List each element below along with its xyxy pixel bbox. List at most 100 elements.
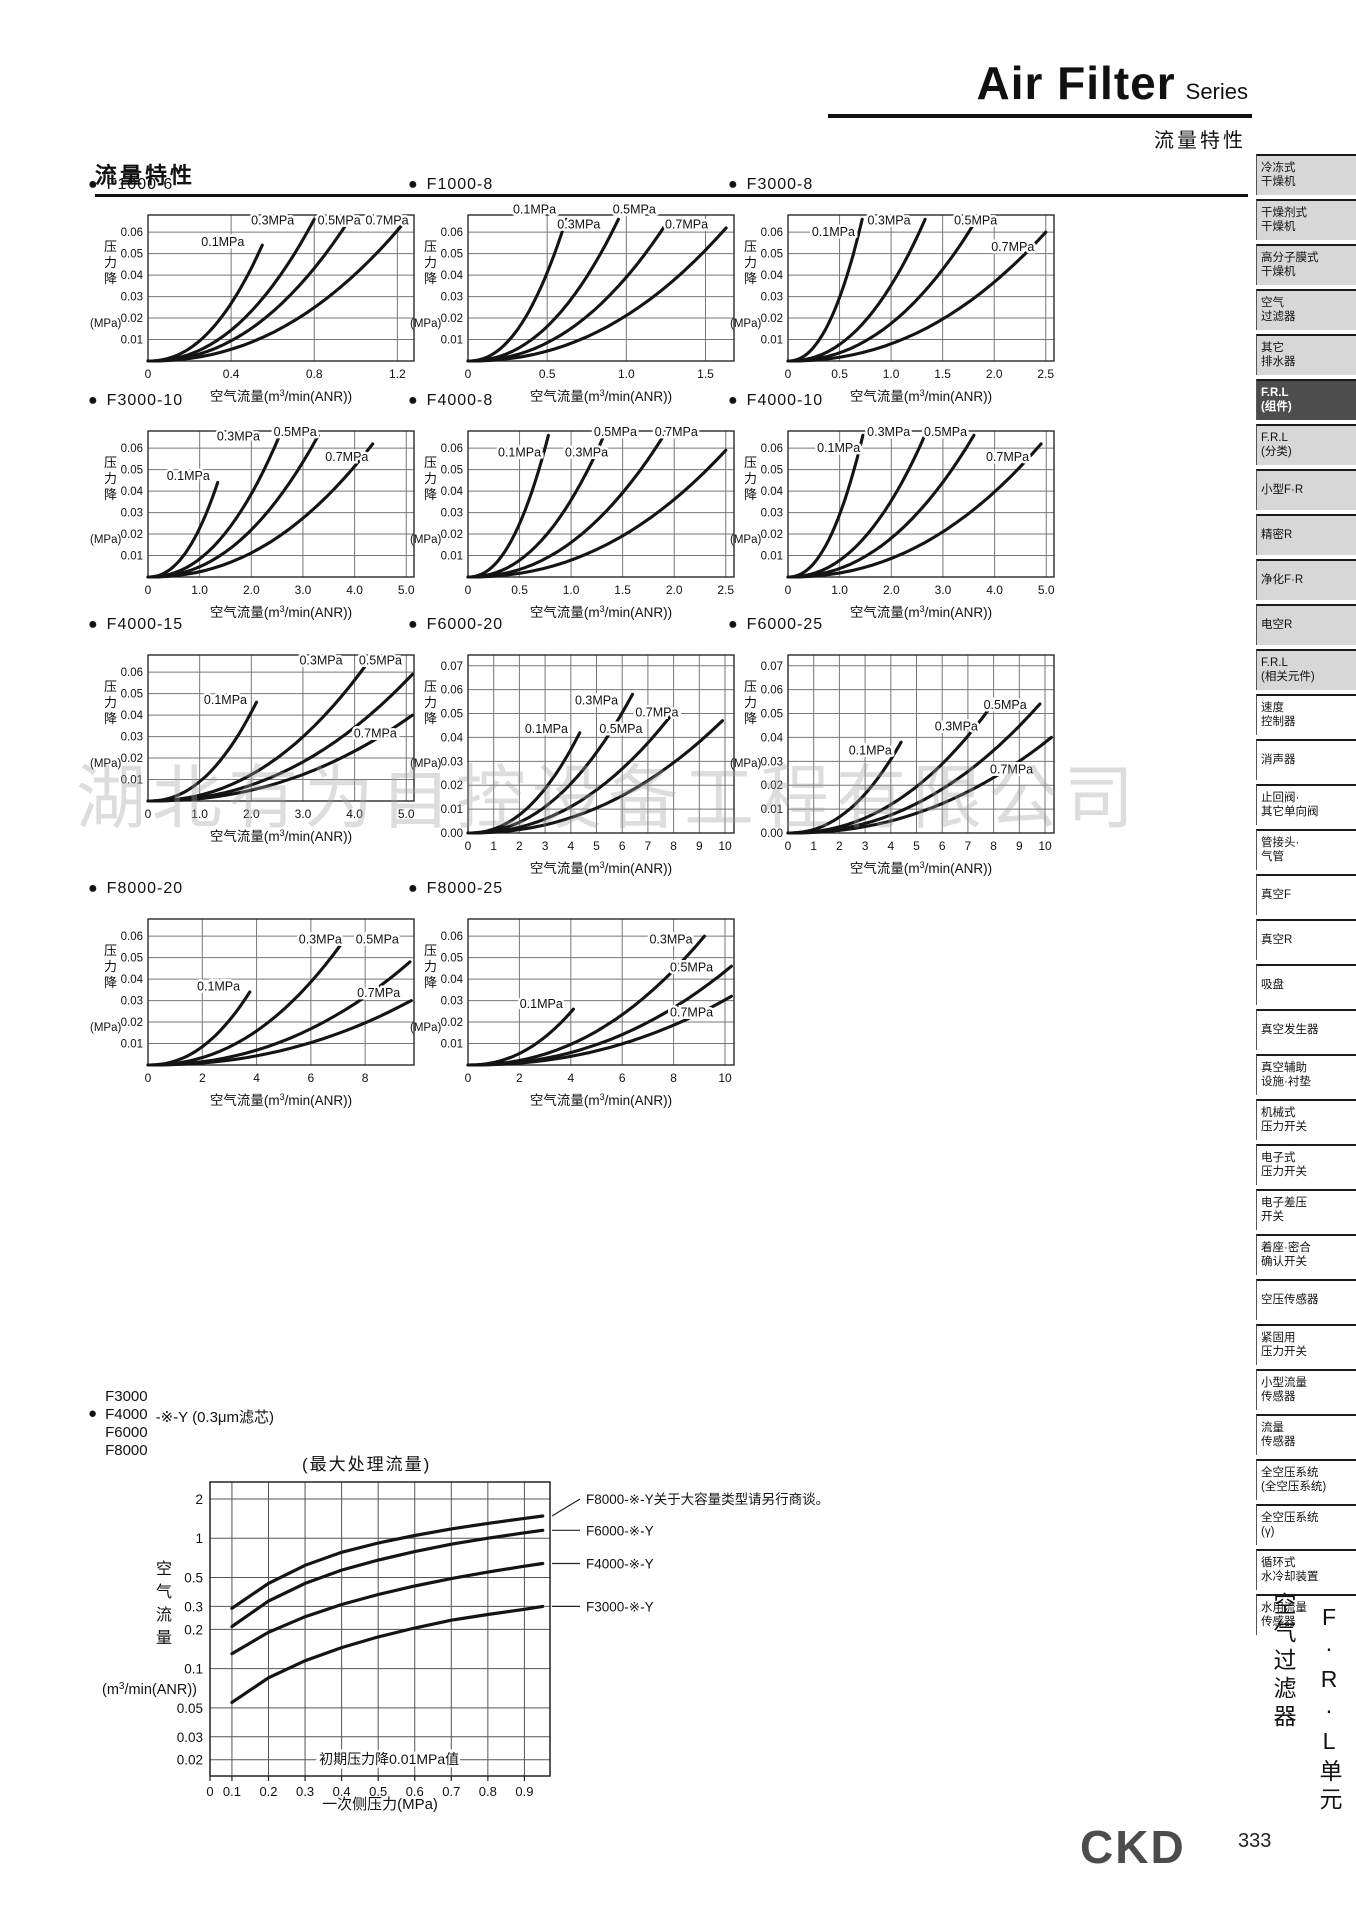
y-axis-label: 降 bbox=[424, 975, 437, 990]
y-tick-label: 0.02 bbox=[441, 1017, 463, 1029]
y-tick-label: 0.03 bbox=[121, 508, 143, 520]
sidebar-item-28[interactable]: 小型流量 传感器 bbox=[1256, 1369, 1356, 1410]
y-axis-label: 力 bbox=[424, 959, 437, 974]
sidebar-item-33[interactable]: 水用流量 传感器 bbox=[1256, 1594, 1356, 1635]
y-axis-label: 压 bbox=[744, 239, 757, 254]
chart-canvas: 0 1.0 2.0 3.0 4.0 5.0 0.01 0.02 0.03 0.04 0.05 0.06… bbox=[90, 651, 415, 844]
chart-name: F3000-8 bbox=[746, 176, 814, 193]
legend-leader bbox=[551, 1498, 581, 1517]
sidebar-item-31[interactable]: 全空压系统 (γ) bbox=[1256, 1504, 1356, 1545]
y-tick-label: 0.03 bbox=[761, 508, 783, 520]
curve-label: 0.3MPa bbox=[565, 445, 608, 459]
sidebar-item-8[interactable]: 小型F·R bbox=[1256, 469, 1356, 510]
bullet-icon: ● bbox=[88, 176, 99, 193]
max-flow-chart-canvas: 0 0.1 0.2 0.3 0.4 0.5 0.6 0.7 0.8 0.9 2 1 0.5 0.3 0.2 0… bbox=[102, 1481, 829, 1812]
sidebar-item-26[interactable]: 空压传感器 bbox=[1256, 1279, 1356, 1320]
model-name: F6000 bbox=[105, 1424, 148, 1441]
plot-border bbox=[787, 214, 1055, 362]
curve-0.7MPa bbox=[786, 230, 1048, 363]
x-tick-label: 1.0 bbox=[191, 583, 208, 597]
chart-canvas: 0 0.4 0.8 1.2 0.01 0.02 0.03 0.04 0.05 0.06 压力降 (MP… bbox=[90, 211, 415, 404]
brand-title: Air Filter bbox=[976, 57, 1176, 109]
y-tick-label: 0.02 bbox=[121, 753, 143, 765]
section-title: 流量特性 bbox=[95, 163, 196, 188]
y-tick-label: 0.01 bbox=[121, 551, 143, 563]
sidebar-item-25[interactable]: 着座·密合 确认开关 bbox=[1256, 1234, 1356, 1275]
y-axis-label: 压 bbox=[424, 239, 437, 254]
y-axis-label: 空 bbox=[156, 1560, 172, 1578]
y-tick-label: 0.03 bbox=[441, 756, 463, 768]
y-tick-label: 0.04 bbox=[441, 270, 464, 282]
sidebar-item-6[interactable]: F.R.L (组件) bbox=[1256, 379, 1356, 420]
y-tick-label: 0.06 bbox=[441, 443, 463, 455]
sidebar-item-5[interactable]: 其它 排水器 bbox=[1256, 334, 1356, 375]
x-tick-label: 5 bbox=[593, 839, 600, 853]
x-tick-label: 0 bbox=[465, 839, 472, 853]
y-tick-label: 0.04 bbox=[761, 732, 784, 744]
sidebar-item-23[interactable]: 电子式 压力开关 bbox=[1256, 1144, 1356, 1185]
y-axis-unit: (MPa) bbox=[90, 1022, 121, 1034]
plot-border bbox=[467, 918, 735, 1066]
plot-border bbox=[147, 654, 415, 802]
sidebar-item-21[interactable]: 真空辅助 设施·衬垫 bbox=[1256, 1054, 1356, 1095]
y-tick-label: 0.06 bbox=[441, 227, 463, 239]
sidebar-item-12[interactable]: F.R.L (相关元件) bbox=[1256, 649, 1356, 690]
sidebar-item-20[interactable]: 真空发生器 bbox=[1256, 1009, 1356, 1050]
sidebar-item-7[interactable]: F.R.L (分类) bbox=[1256, 424, 1356, 465]
y-tick-label: 0.01 bbox=[441, 1039, 463, 1051]
y-tick-label: 0.00 bbox=[761, 828, 783, 840]
y-axis-label: 压 bbox=[104, 679, 117, 694]
y-tick-label: 0.02 bbox=[761, 780, 783, 792]
sidebar-item-27[interactable]: 紧固用 压力开关 bbox=[1256, 1324, 1356, 1365]
sidebar-item-19[interactable]: 吸盘 bbox=[1256, 964, 1356, 1005]
curve-0.7MPa bbox=[146, 999, 413, 1067]
sidebar-item-14[interactable]: 消声器 bbox=[1256, 739, 1356, 780]
y-tick-label: 0.05 bbox=[121, 249, 143, 261]
curve-0.7MPa bbox=[146, 442, 375, 579]
curve-label: 0.3MPa bbox=[251, 213, 294, 227]
sidebar-item-17[interactable]: 真空F bbox=[1256, 874, 1356, 915]
sidebar-item-3[interactable]: 高分子膜式 干燥机 bbox=[1256, 244, 1356, 285]
sidebar-item-32[interactable]: 循环式 水冷却装置 bbox=[1256, 1549, 1356, 1590]
curve-label: 0.7MPa bbox=[357, 986, 400, 1000]
sidebar-item-22[interactable]: 机械式 压力开关 bbox=[1256, 1099, 1356, 1140]
x-tick-label: 0 bbox=[206, 1784, 213, 1799]
x-tick-label: 0.4 bbox=[223, 367, 240, 381]
sidebar-item-18[interactable]: 真空R bbox=[1256, 919, 1356, 960]
plot-border bbox=[147, 918, 415, 1066]
chart-canvas: 0 1.0 2.0 3.0 4.0 5.0 0.01 0.02 0.03 0.04 0.05 0.06… bbox=[90, 423, 415, 620]
curve-label: 0.1MPa bbox=[498, 445, 541, 459]
x-axis-title: 空气流量(m3/min(ANR)) bbox=[850, 604, 992, 620]
chart-block-f4000-15: ● F4000-15 0 1.0 2.0 3.0 4.0 5.0 0.01 0.02 0.03 0.0… bbox=[88, 616, 424, 847]
chart-title: ● F1000-8 bbox=[408, 176, 744, 194]
sidebar-item-9[interactable]: 精密R bbox=[1256, 514, 1356, 555]
y-tick-label: 0.07 bbox=[761, 661, 783, 673]
sidebar-item-13[interactable]: 速度 控制器 bbox=[1256, 694, 1356, 735]
sidebar-item-11[interactable]: 电空R bbox=[1256, 604, 1356, 645]
sidebar-item-10[interactable]: 净化F·R bbox=[1256, 559, 1356, 600]
models-list: F3000 F4000 F6000 F8000 bbox=[105, 1388, 148, 1460]
x-tick-label: 1.0 bbox=[563, 583, 580, 597]
sidebar-item-4[interactable]: 空气 过滤器 bbox=[1256, 289, 1356, 330]
x-tick-label: 5 bbox=[913, 839, 920, 853]
y-axis-label: 压 bbox=[104, 239, 117, 254]
y-tick-label: 0.05 bbox=[761, 709, 783, 721]
x-tick-label: 6 bbox=[619, 1071, 626, 1085]
sidebar-item-15[interactable]: 止回阀· 其它单向阀 bbox=[1256, 784, 1356, 825]
x-tick-label: 0.4 bbox=[333, 1784, 351, 1799]
sidebar-item-24[interactable]: 电子差压 开关 bbox=[1256, 1189, 1356, 1230]
x-tick-label: 0 bbox=[785, 839, 792, 853]
sidebar-item-16[interactable]: 管接头· 气管 bbox=[1256, 829, 1356, 870]
brand-subtitle: Series bbox=[1185, 79, 1248, 104]
sidebar-item-30[interactable]: 全空压系统 (全空压系统) bbox=[1256, 1459, 1356, 1500]
sidebar-item-1[interactable]: 冷冻式 干燥机 bbox=[1256, 154, 1356, 195]
legend-label: F4000-※-Y bbox=[586, 1556, 654, 1571]
curve-label: 0.5MPa bbox=[670, 960, 713, 974]
curve-0.7MPa bbox=[466, 719, 724, 835]
sidebar-item-29[interactable]: 流量 传感器 bbox=[1256, 1414, 1356, 1455]
curve-0.3MPa bbox=[146, 943, 343, 1067]
x-tick-label: 3 bbox=[542, 839, 549, 853]
sidebar-item-2[interactable]: 干燥剂式 干燥机 bbox=[1256, 199, 1356, 240]
curve-label: 0.7MPa bbox=[655, 425, 698, 439]
chart-name: F4000-10 bbox=[746, 392, 824, 409]
